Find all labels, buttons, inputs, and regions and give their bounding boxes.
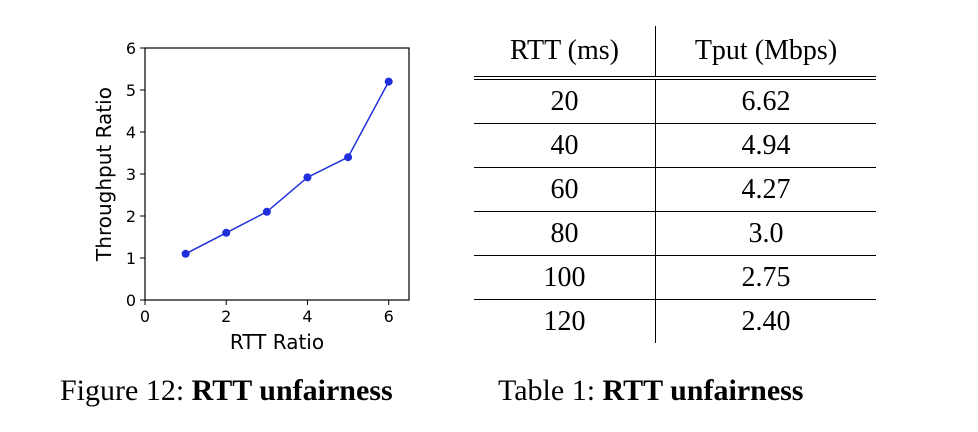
cell-rtt: 120 <box>474 299 656 343</box>
cell-tput: 4.94 <box>655 123 876 168</box>
table-caption-prefix: Table 1: <box>498 374 603 407</box>
data-point <box>262 207 271 216</box>
y-axis-label: Throughput Ratio <box>92 87 116 262</box>
data-point <box>384 77 393 86</box>
data-point <box>344 153 353 162</box>
cell-rtt: 60 <box>474 167 656 212</box>
table-row: 100 2.75 <box>474 255 876 300</box>
data-point <box>181 249 190 258</box>
results-table: RTT (ms) Tput (Mbps) 20 6.62 40 4.94 60 … <box>474 26 876 343</box>
y-tick-label: 5 <box>126 81 136 100</box>
table-caption-title: RTT unfairness <box>602 374 804 407</box>
cell-rtt: 20 <box>474 78 656 124</box>
data-point <box>222 228 231 237</box>
table-caption: Table 1: RTT unfairness <box>498 374 803 408</box>
figure-caption-prefix: Figure 12: <box>60 374 192 407</box>
y-tick-label: 4 <box>126 123 136 142</box>
cell-tput: 3.0 <box>655 211 876 256</box>
data-point <box>303 173 312 182</box>
series-line <box>185 81 390 255</box>
table-row: 120 2.40 <box>474 299 876 343</box>
cell-tput: 6.62 <box>655 78 876 124</box>
y-tick-label: 6 <box>126 39 136 58</box>
cell-rtt: 40 <box>474 123 656 168</box>
x-axis-label: RTT Ratio <box>230 330 324 354</box>
table-header-row: RTT (ms) Tput (Mbps) <box>474 26 876 78</box>
table-row: 20 6.62 <box>474 78 876 124</box>
y-tick-label: 1 <box>126 249 136 268</box>
x-tick-label: 2 <box>221 307 231 326</box>
y-tick-label: 3 <box>126 165 136 184</box>
y-tick-label: 2 <box>126 207 136 226</box>
results-table-container: RTT (ms) Tput (Mbps) 20 6.62 40 4.94 60 … <box>474 26 876 343</box>
plot-frame <box>144 47 410 301</box>
figure-caption-title: RTT unfairness <box>191 374 393 407</box>
cell-rtt: 80 <box>474 211 656 256</box>
x-tick-label: 4 <box>302 307 312 326</box>
cell-tput: 2.75 <box>655 255 876 300</box>
cell-tput: 2.40 <box>741 305 791 337</box>
x-tick-label: 6 <box>384 307 394 326</box>
y-tick-label: 0 <box>126 291 136 310</box>
figure-chart: 0 2 4 6 0 1 2 3 4 5 6 RTT Ratio Throughput Ratio <box>92 39 410 354</box>
table-row: 60 4.27 <box>474 167 876 212</box>
figure-caption: Figure 12: RTT unfairness <box>60 374 393 408</box>
table-row: 80 3.0 <box>474 211 876 256</box>
header-tput: Tput (Mbps) <box>694 35 838 66</box>
table-row: 40 4.94 <box>474 123 876 168</box>
cell-rtt: 100 <box>474 255 656 300</box>
x-tick-label: 0 <box>140 307 150 326</box>
cell-tput: 4.27 <box>655 167 876 212</box>
header-rtt: RTT (ms) <box>474 26 656 78</box>
